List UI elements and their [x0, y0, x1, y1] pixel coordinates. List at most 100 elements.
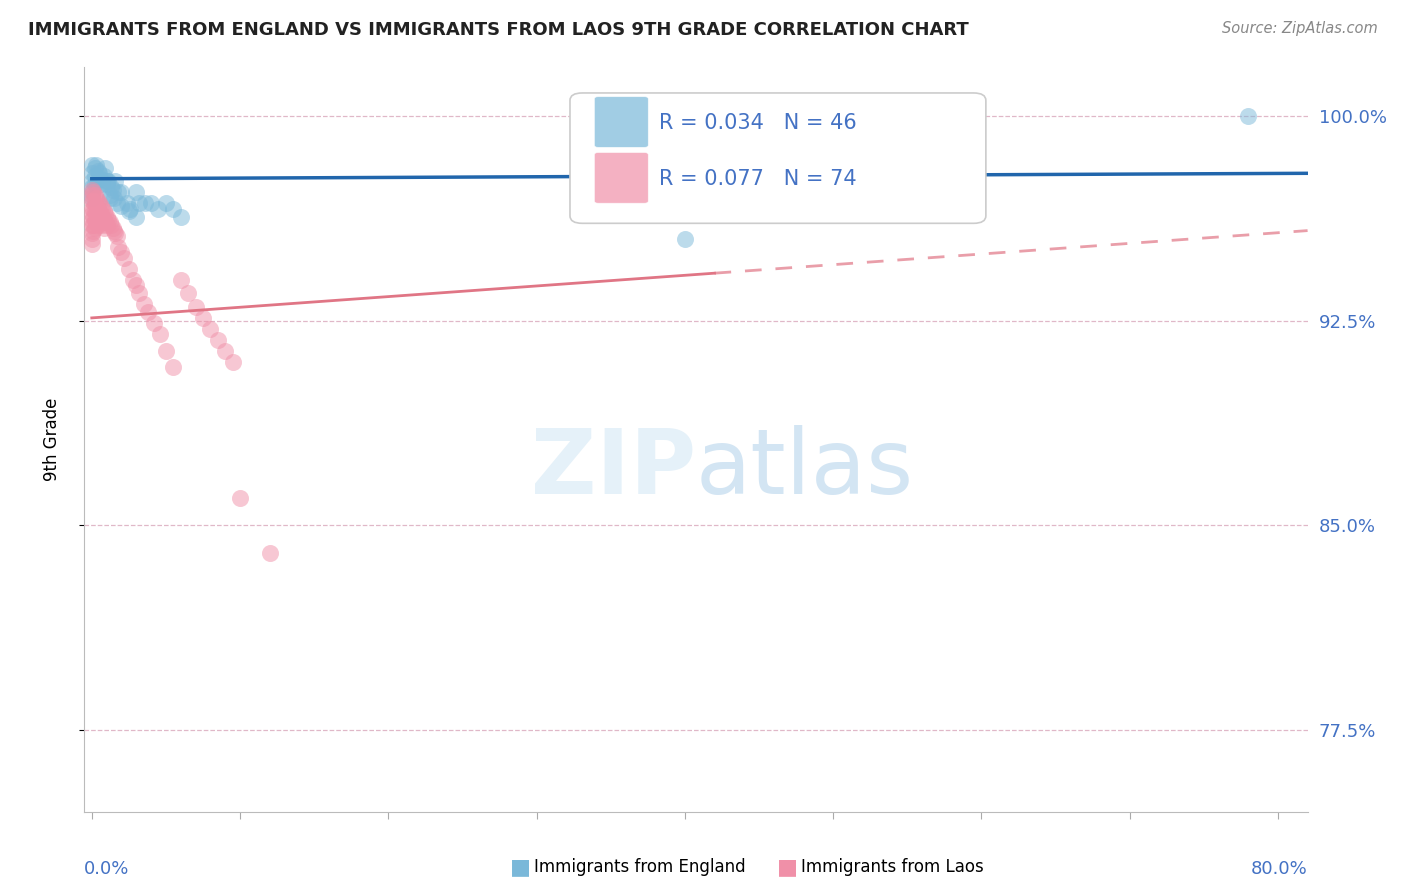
- Point: [125, 186, 148, 200]
- Point: [136, 305, 159, 319]
- Point: [83, 212, 105, 227]
- Point: [89, 166, 111, 180]
- Point: [214, 343, 236, 358]
- Point: [120, 202, 142, 216]
- Point: [105, 229, 128, 244]
- Point: [191, 310, 214, 325]
- Point: [110, 186, 132, 200]
- Text: atlas: atlas: [696, 425, 914, 513]
- Point: [89, 204, 111, 219]
- Point: [86, 194, 108, 208]
- Point: [101, 183, 124, 197]
- Point: [82, 202, 104, 216]
- Text: ■: ■: [510, 857, 530, 877]
- Point: [93, 169, 115, 183]
- Point: [84, 191, 107, 205]
- Point: [82, 218, 104, 232]
- Point: [80, 174, 103, 188]
- Point: [673, 232, 696, 246]
- Text: R = 0.034   N = 46: R = 0.034 N = 46: [659, 112, 858, 133]
- Point: [91, 202, 114, 216]
- Point: [112, 251, 135, 265]
- Point: [221, 354, 243, 368]
- Point: [134, 196, 156, 211]
- Point: [83, 196, 105, 211]
- Point: [200, 322, 222, 336]
- Point: [128, 286, 150, 301]
- Point: [86, 163, 108, 178]
- Point: [86, 218, 108, 232]
- Point: [104, 227, 127, 241]
- Text: 80.0%: 80.0%: [1251, 860, 1308, 878]
- Point: [110, 199, 132, 213]
- Point: [91, 210, 114, 224]
- Point: [100, 218, 122, 232]
- Point: [155, 343, 177, 358]
- Point: [82, 194, 104, 208]
- Point: [162, 359, 184, 374]
- Point: [86, 210, 108, 224]
- Point: [80, 183, 103, 197]
- Y-axis label: 9th Grade: 9th Grade: [42, 398, 60, 481]
- Point: [148, 202, 170, 216]
- Point: [155, 196, 177, 211]
- Point: [90, 207, 112, 221]
- Point: [125, 210, 148, 224]
- Point: [101, 220, 124, 235]
- Point: [90, 171, 112, 186]
- Point: [103, 224, 125, 238]
- Point: [89, 212, 111, 227]
- Point: [98, 188, 121, 202]
- Point: [162, 202, 184, 216]
- Point: [100, 180, 122, 194]
- Point: [96, 210, 118, 224]
- Point: [177, 286, 200, 301]
- Point: [89, 196, 111, 211]
- Point: [118, 261, 141, 276]
- Point: [103, 191, 125, 205]
- Point: [82, 224, 104, 238]
- Point: [80, 212, 103, 227]
- Point: [93, 212, 115, 227]
- Point: [80, 227, 103, 241]
- Point: [90, 199, 112, 213]
- Point: [96, 174, 118, 188]
- Point: [84, 207, 107, 221]
- Point: [84, 158, 107, 172]
- FancyBboxPatch shape: [569, 93, 986, 223]
- Point: [184, 300, 207, 314]
- FancyBboxPatch shape: [595, 96, 648, 147]
- Text: IMMIGRANTS FROM ENGLAND VS IMMIGRANTS FROM LAOS 9TH GRADE CORRELATION CHART: IMMIGRANTS FROM ENGLAND VS IMMIGRANTS FR…: [28, 21, 969, 39]
- Point: [93, 204, 115, 219]
- Point: [96, 178, 118, 192]
- Text: Immigrants from Laos: Immigrants from Laos: [801, 858, 984, 876]
- Point: [80, 202, 103, 216]
- Point: [80, 232, 103, 246]
- Point: [118, 204, 141, 219]
- Point: [94, 207, 117, 221]
- Text: Immigrants from England: Immigrants from England: [534, 858, 747, 876]
- Point: [97, 174, 120, 188]
- Point: [143, 317, 166, 331]
- Point: [83, 169, 105, 183]
- Point: [207, 333, 229, 347]
- Text: 0.0%: 0.0%: [84, 860, 129, 878]
- FancyBboxPatch shape: [595, 153, 648, 203]
- Point: [98, 191, 121, 205]
- Text: ■: ■: [778, 857, 797, 877]
- Point: [80, 237, 103, 252]
- Point: [91, 218, 114, 232]
- Point: [229, 491, 252, 505]
- Point: [125, 278, 148, 293]
- Text: ZIP: ZIP: [531, 425, 696, 513]
- Point: [82, 186, 104, 200]
- Point: [83, 204, 105, 219]
- Point: [110, 245, 132, 260]
- Point: [80, 191, 103, 205]
- Point: [83, 220, 105, 235]
- Point: [93, 220, 115, 235]
- Point: [86, 202, 108, 216]
- Text: Source: ZipAtlas.com: Source: ZipAtlas.com: [1222, 21, 1378, 37]
- Point: [83, 161, 105, 175]
- Point: [107, 186, 129, 200]
